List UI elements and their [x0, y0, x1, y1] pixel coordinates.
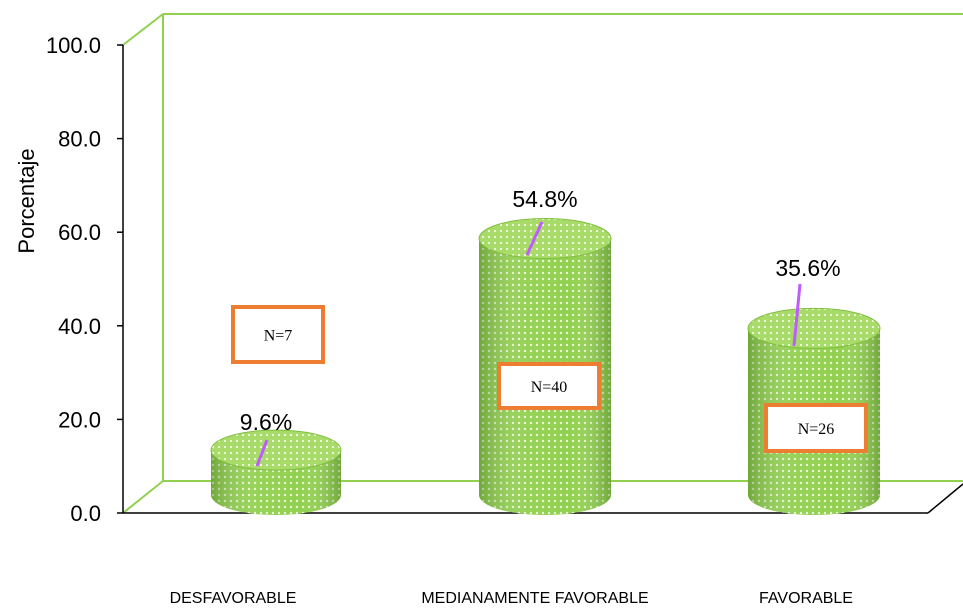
y-tick-labels: 0.0 20.0 40.0 60.0 80.0 100.0: [46, 33, 101, 526]
category-label: FAVORABLE: [759, 590, 853, 607]
category-label: DESFAVORABLE: [170, 590, 297, 607]
y-tick-label: 20.0: [58, 407, 101, 432]
value-leader-line: [792, 283, 802, 347]
y-tick-label: 60.0: [58, 220, 101, 245]
bars: [210, 218, 881, 515]
bar-top: [478, 218, 612, 260]
count-label: N=26: [798, 421, 835, 438]
y-axis-title: Porcentaje: [14, 148, 39, 253]
wall-top-diagonal: [122, 13, 164, 46]
y-tick-label: 0.0: [70, 501, 101, 526]
count-box: [497, 362, 601, 410]
count-boxes: N=7 N=40 N=26: [231, 305, 868, 453]
y-tick-label: 80.0: [58, 127, 101, 152]
category-label: MEDIANAMENTE FAVORABLE: [421, 590, 648, 607]
count-label: N=7: [264, 328, 293, 345]
category-labels: DESFAVORABLE MEDIANAMENTE FAVORABLE FAVORA…: [170, 590, 853, 607]
y-tick-marks: [117, 44, 123, 514]
value-label: 35.6%: [775, 255, 840, 281]
bar-top: [210, 429, 342, 471]
value-labels: 9.6% 54.8% 35.6%: [240, 186, 841, 467]
value-label: 54.8%: [512, 186, 577, 212]
count-label: N=40: [531, 379, 568, 396]
y-tick-label: 40.0: [58, 314, 101, 339]
bar-top: [747, 307, 881, 349]
floor-right-diagonal: [927, 483, 963, 514]
value-leader-line: [525, 221, 544, 256]
count-box: [231, 305, 325, 364]
bar-desfavorable: [210, 429, 342, 515]
value-leader-line: [255, 439, 269, 467]
y-tick-label: 100.0: [46, 33, 101, 58]
floor-left-diagonal: [122, 480, 164, 514]
count-box: [764, 403, 868, 453]
value-label: 9.6%: [240, 409, 292, 435]
